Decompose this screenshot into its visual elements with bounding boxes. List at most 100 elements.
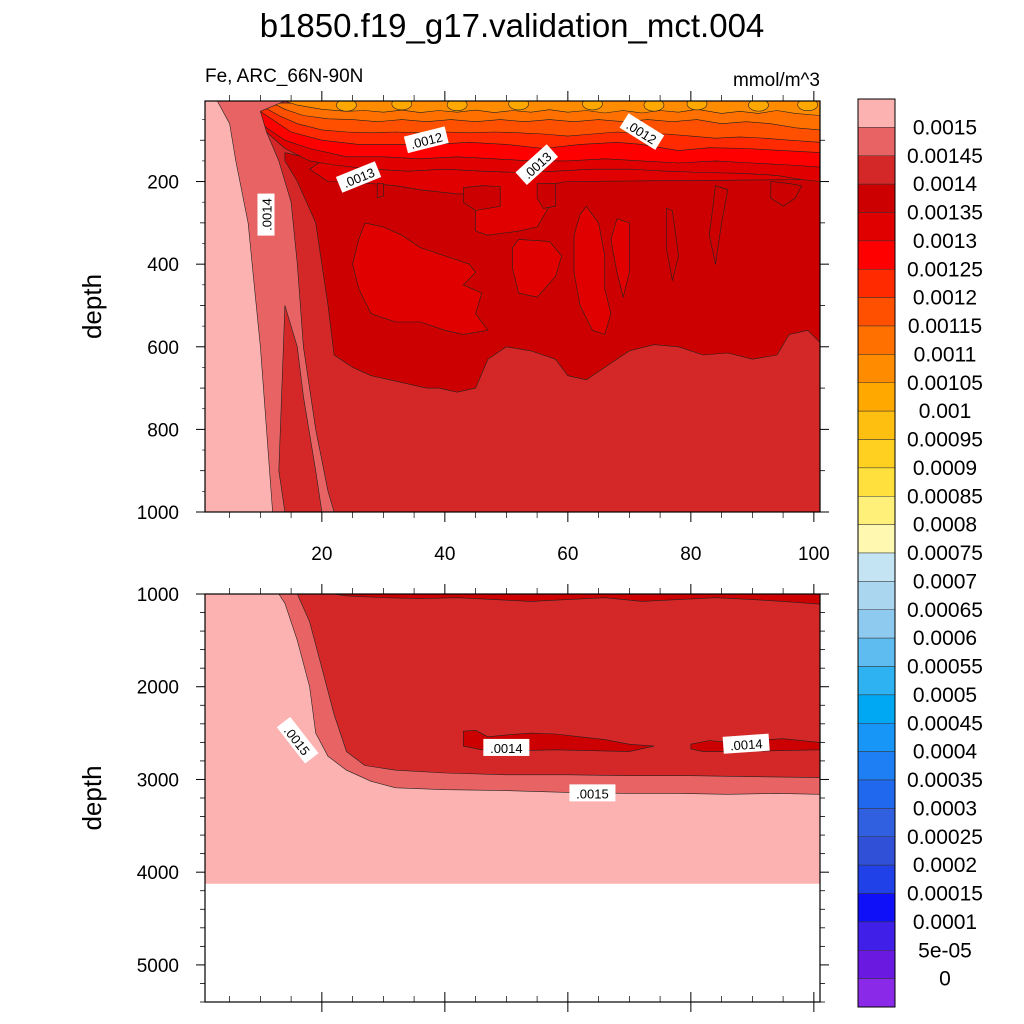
ytick-label: 600 xyxy=(147,338,179,359)
contour-label: .0015 xyxy=(569,784,616,802)
blob-b xyxy=(536,183,556,209)
top-frame xyxy=(204,100,821,513)
bottom-contours xyxy=(205,594,820,884)
colorbar-label: 0.00095 xyxy=(907,429,983,452)
colorbar-box xyxy=(857,183,896,213)
colorbar-label: 0.0001 xyxy=(913,911,977,934)
contour-label-text: .0014 xyxy=(260,198,275,231)
left-subtitle: Fe, ARC_66N-90N xyxy=(205,66,363,87)
orange-cell-0 xyxy=(336,101,357,112)
colorbar-box xyxy=(857,496,896,525)
zone-0.0013-c xyxy=(573,206,612,335)
colorbar-box xyxy=(857,212,896,242)
zone-0.00135-top xyxy=(333,594,820,605)
colorbar-box xyxy=(857,864,896,894)
zone-0.0014 xyxy=(296,594,820,778)
contour-label: .0013 xyxy=(335,161,382,193)
colorbar-box xyxy=(857,978,896,1008)
contour-label-bg xyxy=(515,144,559,186)
colorbar-box xyxy=(857,439,896,469)
colorbar-box xyxy=(857,354,896,383)
colorbar-box xyxy=(857,893,896,923)
contour-label-bg xyxy=(722,733,770,754)
ytick-label: 4000 xyxy=(137,863,179,884)
xtick-label: 60 xyxy=(557,544,578,565)
colorbar-box xyxy=(857,155,896,185)
ytick-label: 1000 xyxy=(137,585,179,606)
contour-label-text: .0014 xyxy=(729,736,763,753)
colorbar-label: 0.0013 xyxy=(913,230,977,253)
colorbar-box xyxy=(857,609,896,639)
colorbar-label: 0 xyxy=(939,968,951,991)
colorbar-label: 0.0012 xyxy=(913,287,977,310)
colorbar-box xyxy=(857,581,896,610)
contour-label-bg xyxy=(257,193,275,236)
colorbar-label: 0.0004 xyxy=(913,741,978,764)
orange-cell-2 xyxy=(446,101,468,112)
orange-cell-6 xyxy=(686,101,708,111)
colorbar-box xyxy=(857,382,896,412)
top-ylabel: depth xyxy=(77,274,107,339)
ytick-label: 400 xyxy=(147,255,179,276)
colorbar-box xyxy=(857,269,896,298)
xtick-label: 80 xyxy=(680,544,701,565)
colorbar-box xyxy=(857,467,896,497)
colorbar-box xyxy=(857,98,896,128)
colorbar-label: 0.00035 xyxy=(907,769,983,792)
colorbar-box xyxy=(857,921,896,951)
contour-label-bg xyxy=(335,161,382,193)
contour-label-bg xyxy=(403,126,449,154)
bottom-ylabel: depth xyxy=(77,765,107,830)
colorbar-box xyxy=(857,325,896,355)
zone-0.0013-e xyxy=(512,239,563,298)
colorbar-box xyxy=(857,779,896,809)
colorbar-box xyxy=(857,666,896,696)
colorbar-label: 0.00055 xyxy=(907,656,983,679)
units-subtitle: mmol/m^3 xyxy=(733,70,820,91)
ytick-label: 2000 xyxy=(137,678,179,699)
colorbar-label: 0.00015 xyxy=(907,883,983,906)
colorbar-label: 0.0015 xyxy=(913,116,977,139)
chart-title: b1850.f19_g17.validation_mct.004 xyxy=(260,7,765,44)
colorbar: 0.0015 0.00145 0.0014 0.00135 0.0013 0.00125 0… xyxy=(857,98,983,1008)
xtick-label: 40 xyxy=(434,544,455,565)
colorbar-label: 0.00075 xyxy=(907,542,983,565)
ytick-label: 800 xyxy=(147,420,179,441)
colorbar-label: 0.0003 xyxy=(913,797,977,820)
zone-0.0015 xyxy=(205,101,273,512)
blob-a xyxy=(462,185,501,211)
colorbar-box xyxy=(857,950,896,979)
colorbar-label: 0.0014 xyxy=(913,173,978,196)
colorbar-label: 5e-05 xyxy=(918,939,972,962)
colorbar-box xyxy=(857,723,896,752)
colorbar-frame xyxy=(857,98,896,1008)
orange-cell-8 xyxy=(797,101,818,112)
colorbar-box xyxy=(857,637,896,667)
contour-label: .0014 xyxy=(722,733,770,754)
orange-cell-5 xyxy=(643,101,665,112)
colorbar-label: 0.00125 xyxy=(907,258,983,281)
colorbar-label: 0.00105 xyxy=(907,372,983,395)
orange-cell-7 xyxy=(748,101,769,112)
zone-0.0013-d xyxy=(610,218,630,298)
blob-c xyxy=(376,183,384,199)
colorbar-label: 0.0009 xyxy=(913,457,977,480)
colorbar-box xyxy=(857,808,896,837)
orange-cell-4 xyxy=(582,101,603,111)
contour-label: .0014 xyxy=(257,193,275,236)
colorbar-box xyxy=(857,410,896,440)
bottom-panel: 10002000300040005000depth.0015.0015.0014… xyxy=(77,584,829,1012)
colorbar-box xyxy=(857,694,896,724)
xtick-label: 100 xyxy=(798,544,830,565)
colorbar-label: 0.0011 xyxy=(914,343,977,366)
orange-cell-3 xyxy=(508,101,529,111)
colorbar-box xyxy=(857,127,896,156)
colorbar-label: 0.00045 xyxy=(907,712,983,735)
colorbar-box xyxy=(857,751,896,781)
colorbar-label: 0.00065 xyxy=(907,599,983,622)
colorbar-box xyxy=(857,240,896,270)
zone-0.0013-b xyxy=(352,222,489,335)
zone-0.0014-west xyxy=(278,305,323,512)
